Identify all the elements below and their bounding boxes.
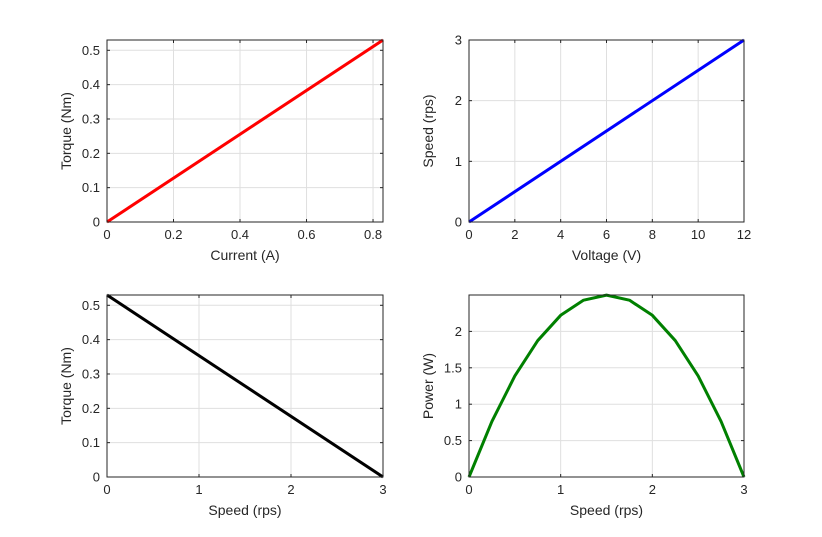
x-tick-label: 2	[287, 482, 294, 497]
series-line-1	[106, 38, 384, 224]
y-tick-label: 3	[455, 33, 462, 48]
x-tick-label: 4	[557, 227, 564, 242]
x-tick-label: 3	[740, 482, 747, 497]
y-tick-label: 0.5	[444, 433, 462, 448]
y-tick-label: 0.5	[82, 298, 100, 313]
x-tick-label: 3	[379, 482, 386, 497]
y-tick-label: 0.5	[82, 43, 100, 58]
y-axis-label: Torque (Nm)	[58, 347, 74, 425]
series-line-1	[468, 38, 745, 224]
x-axis-label: Speed (rps)	[208, 502, 281, 518]
y-tick-label: 2	[455, 93, 462, 108]
y-tick-label: 0.4	[82, 332, 100, 347]
x-axis-label: Speed (rps)	[570, 502, 643, 518]
axes-frame	[468, 294, 745, 478]
y-tick-label: 0.4	[82, 77, 100, 92]
x-tick-label: 0.8	[364, 227, 382, 242]
series-line-1	[106, 293, 384, 479]
chart-1: 0 0.2 0.4 0.6 0.8 0 0.1 0.2 0.3 0.4 0.5 Current (A)…	[58, 38, 384, 263]
y-tick-label: 0.1	[82, 180, 100, 195]
y-tick-label: 0.1	[82, 435, 100, 450]
y-tick-label: 1	[455, 397, 462, 412]
x-axis-label: Voltage (V)	[572, 247, 641, 263]
x-tick-label: 1	[557, 482, 564, 497]
x-tick-label: 0.4	[231, 227, 249, 242]
y-tick-label: 0.3	[82, 366, 100, 381]
x-tick-label: 0	[465, 482, 472, 497]
y-tick-label: 0	[455, 215, 462, 230]
x-tick-label: 2	[649, 482, 656, 497]
x-tick-label: 0	[465, 227, 472, 242]
x-tick-label: 0	[103, 482, 110, 497]
x-tick-label: 6	[603, 227, 610, 242]
chart-4: 0 1 2 3 0 0.5 1 1.5 2 Speed (rps) Power (W)	[420, 293, 748, 518]
x-tick-label: 0	[103, 227, 110, 242]
y-tick-label: 0	[93, 215, 100, 230]
axes-frame	[106, 294, 384, 478]
x-tick-label: 8	[649, 227, 656, 242]
x-tick-label: 10	[691, 227, 705, 242]
x-tick-label: 2	[511, 227, 518, 242]
axes-frame	[106, 39, 384, 223]
x-tick-label: 12	[737, 227, 751, 242]
plot-area	[469, 295, 744, 477]
y-axis-label: Power (W)	[420, 353, 436, 419]
x-tick-label: 1	[195, 482, 202, 497]
x-tick-label: 0.6	[297, 227, 315, 242]
x-axis-label: Current (A)	[210, 247, 279, 263]
y-tick-label: 1.5	[444, 360, 462, 375]
y-tick-label: 0.2	[82, 146, 100, 161]
y-axis-label: Torque (Nm)	[58, 92, 74, 170]
y-tick-label: 2	[455, 324, 462, 339]
y-axis-label: Speed (rps)	[420, 94, 436, 167]
y-tick-label: 1	[455, 154, 462, 169]
x-tick-label: 0.2	[164, 227, 182, 242]
chart-3: 0 1 2 3 0 0.1 0.2 0.3 0.4 0.5 Speed (rps) Torque (N…	[58, 293, 387, 518]
y-tick-label: 0	[93, 470, 100, 485]
y-tick-label: 0	[455, 470, 462, 485]
y-tick-label: 0.3	[82, 111, 100, 126]
y-tick-label: 0.2	[82, 401, 100, 416]
